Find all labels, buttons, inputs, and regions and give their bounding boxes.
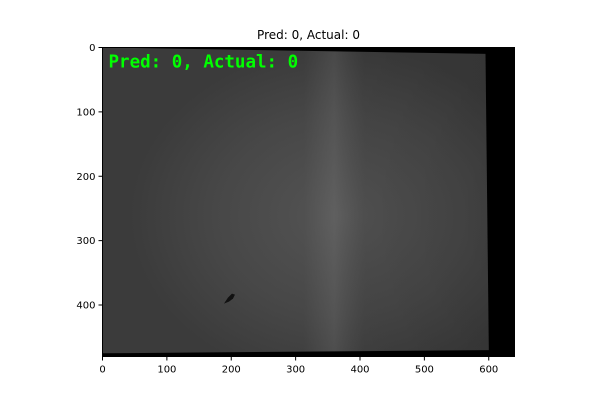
x-tick-label: 300 (286, 365, 305, 376)
y-tick-label: 100 (76, 107, 95, 118)
y-tick-label: 300 (76, 236, 95, 247)
x-tick-label: 400 (350, 365, 369, 376)
x-axis: 0 100 200 300 400 500 600 (99, 356, 498, 376)
dark-spot (223, 293, 235, 304)
y-tick-label: 400 (76, 301, 95, 312)
prediction-overlay-text: Pred: 0, Actual: 0 (109, 53, 299, 73)
image-light-band (102, 47, 489, 354)
x-tick-label: 0 (99, 365, 105, 376)
x-tick-label: 100 (157, 365, 176, 376)
chart-title: Pred: 0, Actual: 0 (257, 28, 360, 42)
y-tick-label: 200 (76, 172, 95, 183)
x-tick-label: 500 (415, 365, 434, 376)
image-content: Pred: 0, Actual: 0 (102, 47, 515, 357)
axes-frame (102, 47, 515, 357)
x-tick-label: 200 (222, 365, 241, 376)
x-tick-label: 600 (479, 365, 498, 376)
y-axis: 0 100 200 300 400 (76, 43, 103, 312)
y-tick-label: 0 (89, 43, 95, 54)
